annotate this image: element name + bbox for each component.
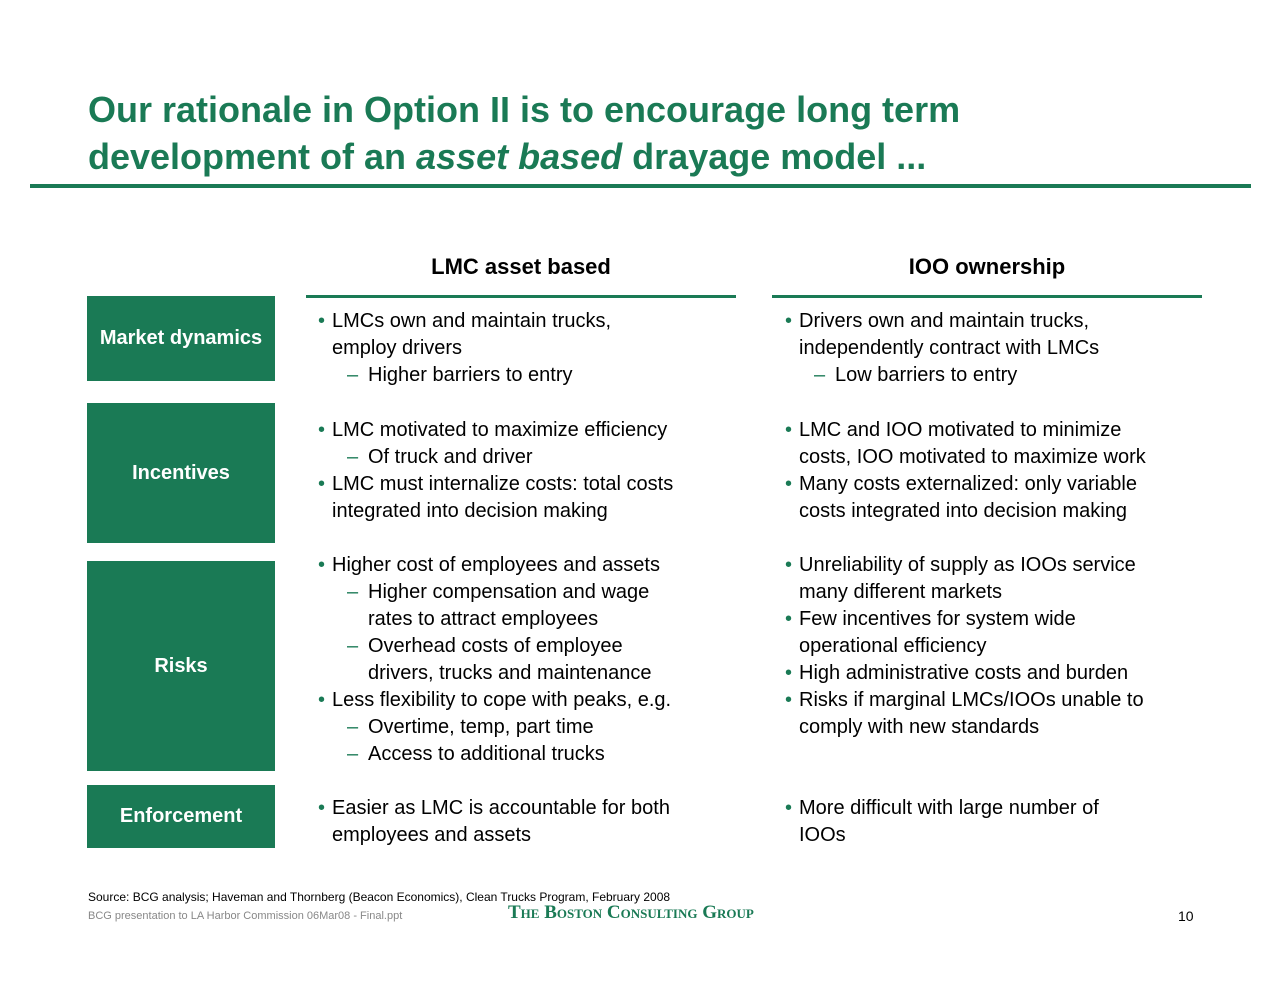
column-rule [772, 295, 1202, 298]
sub-bullet: Overhead costs of employee drivers, truck… [318, 633, 671, 687]
column-rule [306, 295, 736, 298]
sub-bullet: Overtime, temp, part time [318, 714, 671, 741]
title-text: Our rationale in Option II is to encoura… [88, 89, 961, 177]
logo: The Boston Consulting Group [508, 902, 754, 923]
bullet: Few incentives for system wide operationa… [785, 606, 1144, 660]
bullet-text: LMC must internalize costs: total costs [332, 473, 674, 495]
cell: LMC motivated to maximize efficiency Of t… [318, 417, 673, 525]
sub-bullet: Of truck and driver [318, 444, 673, 471]
sub-bullet-text: Low barriers to entry [835, 364, 1018, 386]
column-header: LMC asset based [431, 254, 611, 279]
bullet-text: costs integrated into decision making [799, 500, 1127, 522]
bullet-text: Easier as LMC is accountable for both [332, 797, 670, 819]
bullet-text: Few incentives for system wide [799, 608, 1076, 630]
bullet-text: IOOs [799, 824, 846, 846]
sub-bullet: Access to additional trucks [318, 741, 671, 768]
sub-bullet-text: Overhead costs of employee [368, 635, 623, 657]
row-label: Incentives [87, 403, 275, 543]
bullet: High administrative costs and burden [785, 660, 1144, 687]
bullet: Risks if marginal LMCs/IOOs unable to com… [785, 687, 1144, 741]
sub-bullet-text: Higher barriers to entry [368, 364, 573, 386]
cell: More difficult with large number of IOOs [785, 795, 1099, 849]
cell: Unreliability of supply as IOOs service m… [785, 552, 1144, 741]
bullet-text: operational efficiency [799, 635, 987, 657]
bullet: Less flexibility to cope with peaks, e.g… [318, 687, 671, 714]
title-emphasis: asset based [416, 136, 623, 177]
bullet-text: Higher cost of employees and assets [332, 554, 660, 576]
sub-bullet: Higher barriers to entry [318, 362, 611, 389]
row-label: Market dynamics [87, 296, 275, 381]
source-note: Source: BCG analysis; Haveman and Thornb… [88, 890, 671, 904]
bullet: LMCs own and maintain trucks, employ driv… [318, 308, 611, 362]
column-header: IOO ownership [908, 254, 1066, 279]
bullet: LMC motivated to maximize efficiency [318, 417, 673, 444]
bullet: Unreliability of supply as IOOs service m… [785, 552, 1144, 606]
sub-bullet: Low barriers to entry [785, 362, 1099, 389]
bullet-text: integrated into decision making [332, 500, 608, 522]
row-label: Risks [87, 561, 275, 771]
sub-bullet-text: Overtime, temp, part time [368, 716, 594, 738]
sub-bullet-text: rates to attract employees [368, 608, 599, 630]
bullet-text: Less flexibility to cope with peaks, e.g… [332, 689, 672, 711]
cell: Drivers own and maintain trucks, independ… [785, 308, 1099, 389]
sub-bullet-text: Of truck and driver [368, 446, 533, 468]
bullet-text: employees and assets [332, 824, 532, 846]
bullet: LMC must internalize costs: total costs i… [318, 471, 673, 525]
bullet: More difficult with large number of IOOs [785, 795, 1099, 849]
bullet-text: Risks if marginal LMCs/IOOs unable to [799, 689, 1144, 711]
bullet-text: comply with new standards [799, 716, 1040, 738]
row-label: Enforcement [87, 785, 275, 848]
file-name: BCG presentation to LA Harbor Commission… [88, 910, 403, 922]
bullet-text: More difficult with large number of [799, 797, 1099, 819]
sub-bullet: Higher compensation and wage rates to att… [318, 579, 671, 633]
bullet: Easier as LMC is accountable for both emp… [318, 795, 670, 849]
bullet-text: many different markets [799, 581, 1003, 603]
bullet: Drivers own and maintain trucks, independ… [785, 308, 1099, 362]
bullet-text: LMCs own and maintain trucks, [332, 310, 612, 332]
title-text: drayage model ... [622, 136, 927, 177]
bullet-text: employ drivers [332, 337, 463, 359]
sub-bullet-text: drivers, trucks and maintenance [368, 662, 652, 684]
bullet-text: LMC and IOO motivated to minimize [799, 419, 1122, 441]
sub-bullet-text: Access to additional trucks [368, 743, 605, 765]
page-number: 10 [1178, 908, 1194, 924]
cell: Easier as LMC is accountable for both emp… [318, 795, 670, 849]
title-rule [30, 184, 1251, 188]
cell: LMC and IOO motivated to minimize costs, … [785, 417, 1146, 525]
bullet: Many costs externalized: only variable co… [785, 471, 1146, 525]
bullet-text: Many costs externalized: only variable [799, 473, 1137, 495]
cell: LMCs own and maintain trucks, employ driv… [318, 308, 611, 389]
sub-bullet-text: Higher compensation and wage [368, 581, 650, 603]
bullet-text: LMC motivated to maximize efficiency [332, 419, 668, 441]
slide-title: Our rationale in Option II is to encoura… [88, 86, 1078, 180]
bullet-text: Unreliability of supply as IOOs service [799, 554, 1136, 576]
cell: Higher cost of employees and assets Highe… [318, 552, 671, 768]
bullet-text: Drivers own and maintain trucks, [799, 310, 1090, 332]
bullet: LMC and IOO motivated to minimize costs, … [785, 417, 1146, 471]
bullet-text: independently contract with LMCs [799, 337, 1100, 359]
bullet-text: High administrative costs and burden [799, 662, 1129, 684]
bullet-text: costs, IOO motivated to maximize work [799, 446, 1146, 468]
bullet: Higher cost of employees and assets [318, 552, 671, 579]
